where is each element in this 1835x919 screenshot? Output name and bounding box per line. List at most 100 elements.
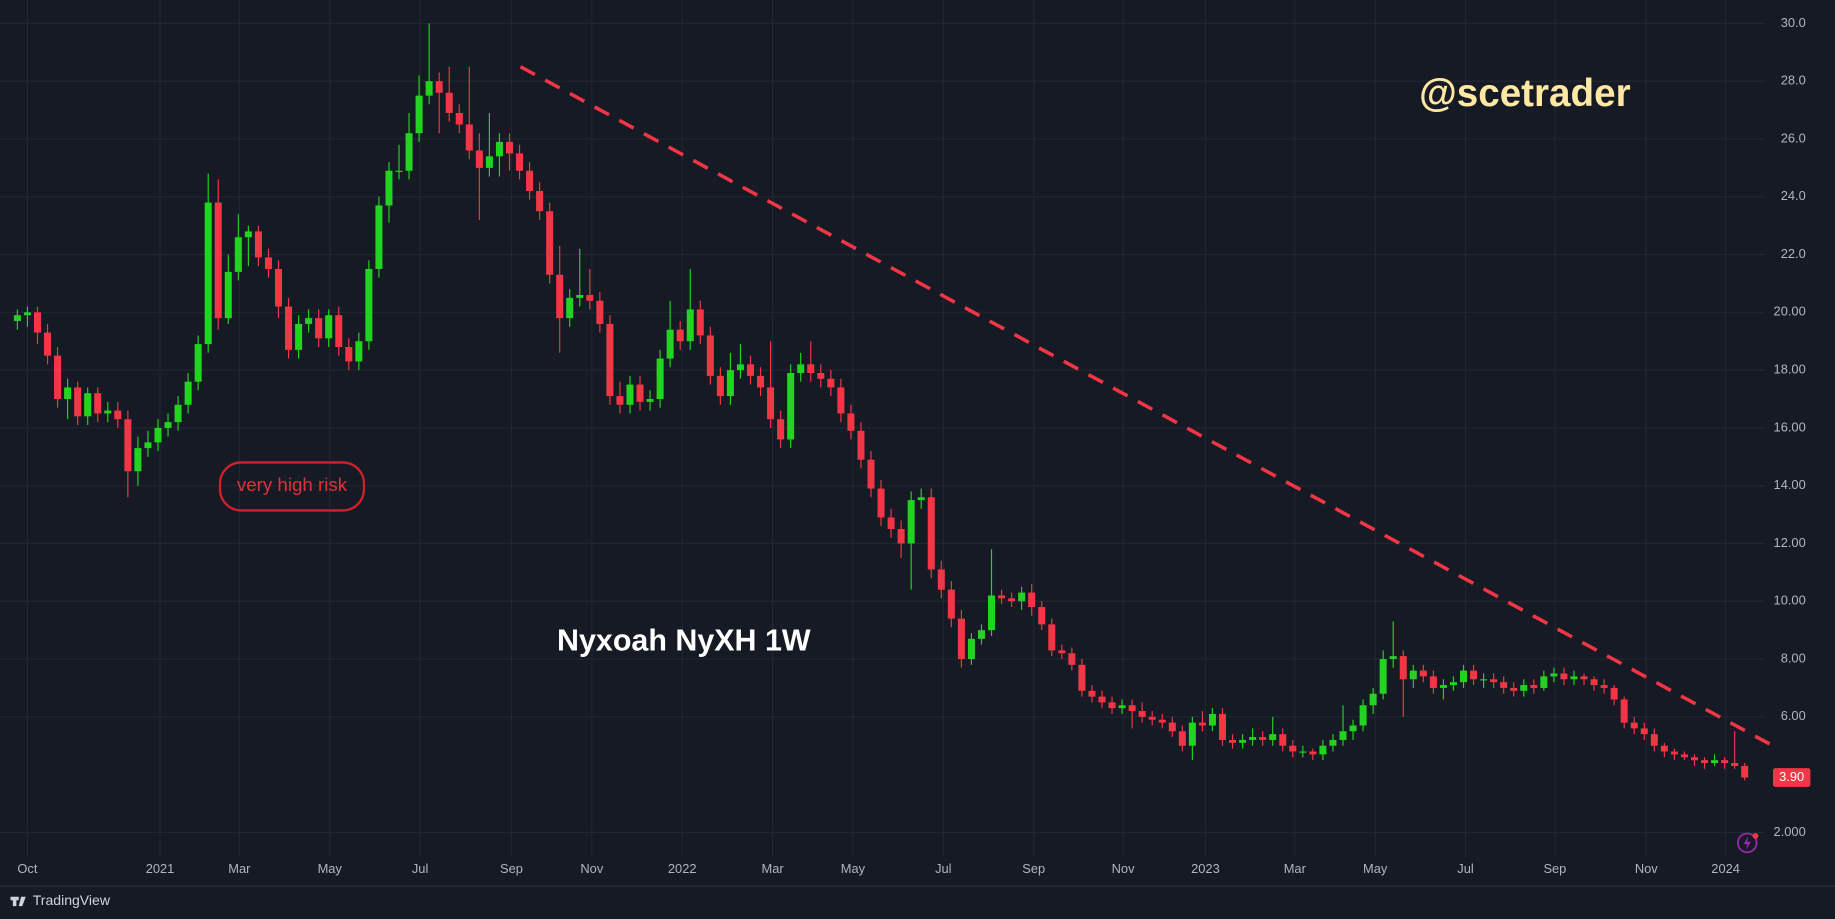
candle-body: [746, 364, 755, 376]
candle-body: [234, 237, 242, 272]
candle-body: [767, 387, 775, 420]
candle-body: [1429, 676, 1437, 688]
candle-body: [797, 364, 805, 374]
candle-body: [847, 413, 855, 431]
candle-body: [164, 422, 172, 428]
candle-body: [144, 442, 152, 449]
y-tick-label: 10.00: [1774, 593, 1806, 608]
candle-body: [1068, 653, 1076, 665]
candle-body: [1409, 670, 1417, 680]
candle-body: [285, 306, 293, 350]
candle-body: [897, 529, 905, 544]
candle-body: [1419, 670, 1427, 677]
candle-body: [1208, 713, 1216, 726]
x-tick-label: Jul: [935, 861, 951, 876]
candle-body: [114, 410, 122, 420]
candle-body: [1490, 679, 1498, 683]
candle-body: [1128, 705, 1136, 712]
x-tick-label: 2023: [1191, 861, 1220, 876]
candle-body: [385, 170, 393, 206]
candle-body: [1018, 592, 1026, 602]
candle-body: [757, 375, 765, 388]
candle-body: [576, 294, 584, 298]
x-tick-label: Nov: [580, 861, 603, 876]
candle-body: [1439, 685, 1447, 688]
lightning-button[interactable]: [1736, 832, 1759, 854]
candle-body: [295, 323, 303, 350]
x-tick-label: May: [318, 861, 343, 876]
candle-body: [596, 300, 604, 324]
candle-body: [1269, 734, 1277, 740]
candle-body: [1198, 722, 1206, 726]
candle-body: [1239, 739, 1247, 743]
candle-body: [1088, 690, 1096, 697]
candle-body: [465, 124, 473, 151]
y-tick-label: 12.00: [1774, 535, 1806, 550]
candle-body: [1680, 754, 1688, 758]
candle-body: [666, 329, 674, 359]
candle-body: [686, 309, 694, 342]
grid: [0, 0, 1765, 857]
candle-body: [355, 341, 363, 362]
candle-body: [1229, 739, 1237, 743]
candle-body: [94, 393, 102, 414]
x-tick-label: 2022: [668, 861, 697, 876]
candle-body: [1590, 679, 1598, 686]
candle-body: [204, 202, 212, 345]
candle-body: [1218, 713, 1227, 740]
candle-body: [1319, 745, 1327, 755]
candle-body: [33, 312, 41, 333]
candle-body: [1249, 737, 1257, 740]
plot: [13, 23, 1774, 781]
candle-body: [455, 112, 463, 125]
candle-body: [124, 419, 132, 472]
candle-body: [1178, 731, 1186, 746]
candle-body: [1731, 763, 1739, 766]
candle-body: [104, 410, 112, 414]
candle-body: [787, 373, 795, 440]
candle-body: [636, 384, 644, 402]
price-marker: [1772, 768, 1811, 787]
x-tick-label: Mar: [762, 861, 785, 876]
candle-body: [887, 517, 895, 530]
candle-body: [375, 205, 383, 269]
candle-body: [947, 589, 955, 619]
candle-body: [1188, 722, 1196, 746]
candle-body: [1480, 679, 1488, 681]
y-tick-label: 22.0: [1781, 246, 1806, 261]
candle-body: [777, 419, 785, 440]
chart-label: Nyxoah NyXH 1W: [557, 624, 811, 658]
brand-logo: [10, 896, 26, 907]
candle-body: [84, 393, 92, 417]
candle-body: [1108, 702, 1116, 709]
y-tick-label: 20.00: [1774, 304, 1806, 319]
brand[interactable]: TradingView: [33, 892, 111, 908]
candle-body: [1038, 607, 1046, 625]
candle-body: [1048, 624, 1056, 651]
candle-body: [998, 595, 1006, 599]
candle-body: [194, 344, 202, 382]
x-tick-label: 2024: [1711, 861, 1740, 876]
x-tick-label: 2021: [146, 861, 175, 876]
candle-body: [837, 387, 845, 414]
candle-body: [1329, 739, 1337, 746]
candle-body: [807, 364, 815, 374]
candle-body: [1690, 757, 1698, 761]
x-tick-label: Sep: [1543, 861, 1566, 876]
candle-body: [676, 329, 684, 342]
candle-body: [827, 378, 835, 388]
candle-body: [174, 404, 182, 423]
candle-body: [1620, 699, 1628, 723]
candle-body: [516, 153, 524, 171]
y-tick-label: 6.00: [1781, 708, 1806, 723]
candle-body: [315, 318, 323, 339]
candle-body: [1459, 670, 1468, 683]
candle-body: [254, 231, 262, 258]
candle-body: [74, 387, 82, 417]
candle-body: [566, 297, 574, 319]
candle-body: [716, 375, 724, 397]
candle-body: [1309, 751, 1317, 755]
candle-body: [425, 81, 433, 96]
y-tick-label: 8.00: [1781, 650, 1806, 665]
